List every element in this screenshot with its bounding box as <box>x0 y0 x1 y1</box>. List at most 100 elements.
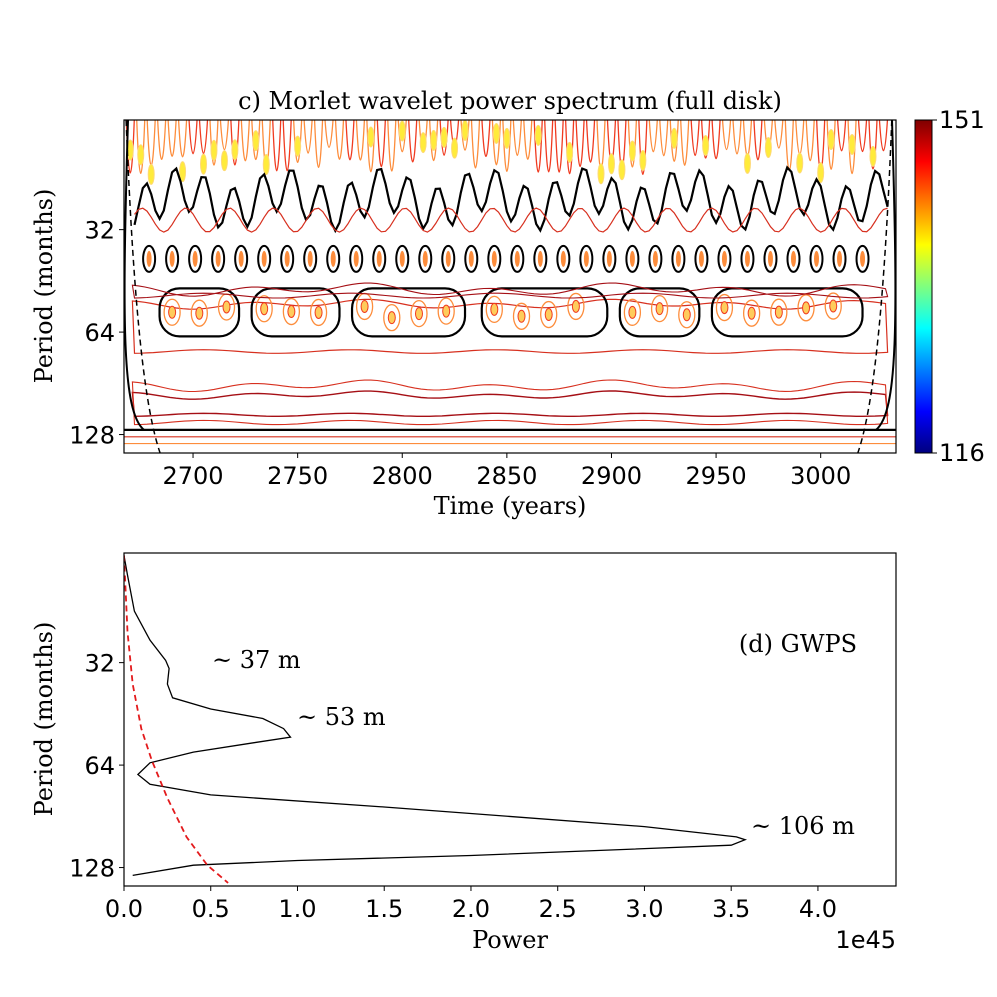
contour-short-period <box>700 120 711 159</box>
contour-peak-core <box>169 250 175 267</box>
contour-short-period <box>303 120 313 154</box>
contour-peak-core <box>517 309 526 323</box>
contour-peak-core <box>583 250 589 267</box>
contour-short-period-significant <box>133 165 889 234</box>
contour-short-period-peak <box>252 130 260 152</box>
colorbar-max-label: 151 <box>939 106 985 134</box>
contour-37m-significant <box>349 244 364 273</box>
contour-peak-core <box>698 250 704 267</box>
wavelet-y-axis: 32 64 128 <box>69 217 124 450</box>
contour-peak <box>309 298 328 327</box>
contour-short-period <box>732 120 742 155</box>
y-tick-label: 32 <box>84 217 115 245</box>
contour-short-period-peak <box>461 120 469 141</box>
x-tick-label: 1.5 <box>365 895 403 923</box>
x-tick-label: 2950 <box>686 462 747 490</box>
gwps-line <box>124 555 748 877</box>
x-tick-label: 3.0 <box>625 895 663 923</box>
contour-37m-significant <box>165 244 180 273</box>
gwps-title: (d) GWPS <box>739 630 857 658</box>
contour-short-period-peak <box>147 163 155 185</box>
wavelet-x-axis: 2700 2750 2800 2850 2900 2950 3000 <box>163 453 851 490</box>
contour-short-period-peak <box>597 163 605 185</box>
contour-short-period <box>481 120 491 158</box>
contour-short-period <box>638 120 648 175</box>
contour-short-period <box>857 120 868 153</box>
contour-peak <box>824 292 842 320</box>
contour-37m-significant <box>579 244 594 273</box>
annotation-37m: ~ 37 m <box>212 646 301 674</box>
cone-of-influence-right <box>857 120 893 453</box>
contour-short-period <box>355 120 366 161</box>
contour-peak <box>567 292 585 321</box>
annotation-53m: ~ 53 m <box>297 703 386 731</box>
contour-short-period <box>324 120 334 148</box>
colorbar <box>914 119 933 454</box>
contour-peak-core <box>414 307 423 321</box>
contour-53m-significant <box>350 287 467 338</box>
contour-peak <box>437 297 455 325</box>
contour-peak-core <box>287 305 296 319</box>
contour-short-period <box>878 120 889 152</box>
contour-peak-core <box>628 305 637 319</box>
contour-53m-outer <box>131 298 889 354</box>
contour-short-period-peak <box>262 153 270 175</box>
contour-short-period <box>387 120 397 172</box>
contour-short-period <box>784 120 794 172</box>
contour-peak-core <box>399 250 405 267</box>
gwps-plot-frame <box>123 552 897 887</box>
contour-37m-significant <box>510 244 525 273</box>
contour-peak-core <box>606 250 612 267</box>
contour-short-period-peak <box>639 149 647 171</box>
contour-short-period <box>805 120 815 161</box>
contour-short-period <box>659 120 669 157</box>
contour-53m-significant <box>158 287 241 338</box>
contour-37m-significant <box>648 244 663 273</box>
contour-peak-core <box>215 250 221 267</box>
contour-short-period <box>408 120 418 163</box>
contour-37m-significant <box>464 244 479 273</box>
contour-peak <box>742 299 761 327</box>
annotation-106m: ~ 106 m <box>751 812 855 840</box>
contour-short-period <box>795 120 805 156</box>
colorbar-min-label: 116 <box>939 439 985 467</box>
contour-peak-core <box>837 250 843 267</box>
contour-peak <box>410 299 428 328</box>
contour-short-period-peak <box>628 140 636 162</box>
y-tick-label: 128 <box>69 422 115 450</box>
contour-short-period <box>167 120 177 157</box>
contour-short-period-peak <box>430 129 438 151</box>
wavelet-x-label: Time (years) <box>434 492 587 520</box>
contour-short-period <box>251 120 261 160</box>
x-tick-label: 2.5 <box>539 895 577 923</box>
contour-long-period-mid <box>131 379 889 426</box>
contour-short-period-peak <box>200 153 208 175</box>
contour-short-period <box>209 120 219 166</box>
contour-peak-core <box>767 250 773 267</box>
contour-peak-core <box>652 250 658 267</box>
contour-37m-significant <box>211 244 226 273</box>
contour-53m-significant <box>618 287 701 338</box>
contour-37m-significant <box>625 244 640 273</box>
contour-37m-outer <box>131 282 889 299</box>
contour-short-period <box>711 120 721 159</box>
contour-53m-significant <box>250 287 341 338</box>
contour-peak-core <box>445 250 451 267</box>
contour-peak-core <box>238 250 244 267</box>
contour-short-period-peak <box>817 162 825 184</box>
contour-short-period <box>198 120 209 155</box>
contour-37m-significant <box>280 244 295 273</box>
contour-37m-significant <box>487 244 502 273</box>
contour-peak-core <box>353 250 359 267</box>
contour-short-period <box>146 120 156 167</box>
contour-37m-significant <box>234 244 249 273</box>
contour-37m-significant <box>372 244 387 273</box>
contour-peak-core <box>146 250 152 267</box>
contour-short-period <box>680 120 690 166</box>
contour-short-period-peak <box>419 132 427 154</box>
contour-short-period <box>564 120 575 175</box>
contour-peak-core <box>195 306 204 320</box>
contour-short-period <box>136 120 146 174</box>
contour-short-period <box>345 120 355 160</box>
